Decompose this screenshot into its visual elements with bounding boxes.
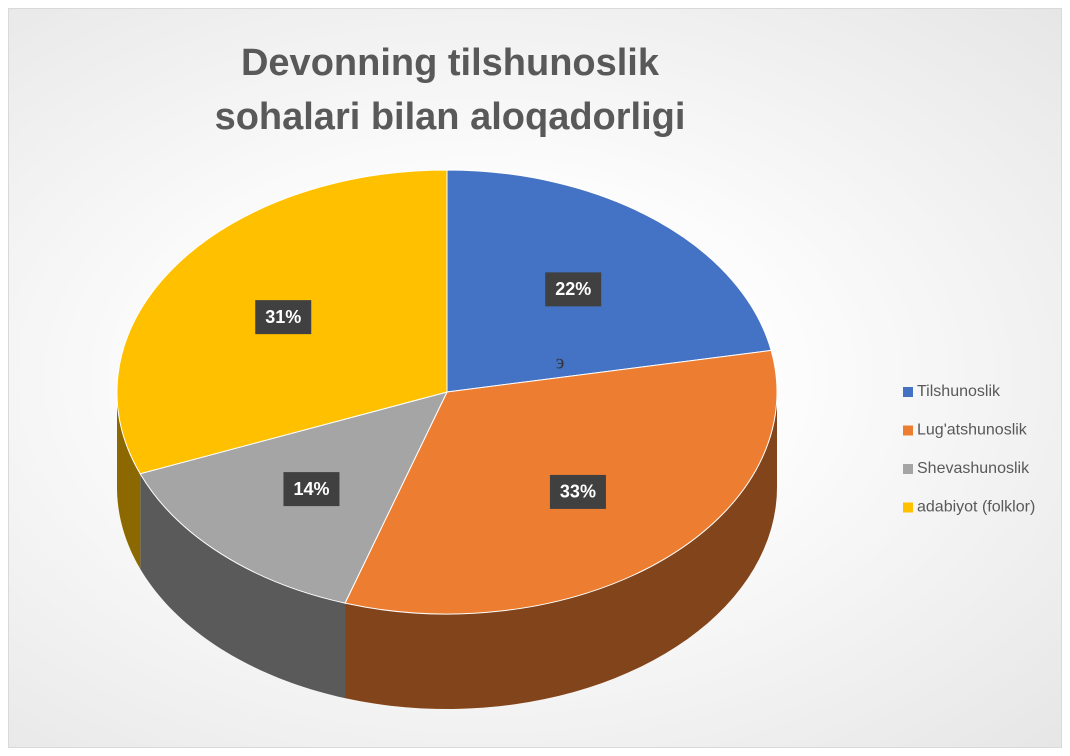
pie-side [345,392,777,709]
legend-label: adabiyot (folklor) [917,499,1035,516]
data-label-box [549,474,606,509]
data-label: 33% [560,482,596,502]
annotation: э [556,352,565,374]
pie-side-shade [345,392,777,709]
pie-side-shade [117,392,141,569]
pie-side [140,473,346,699]
legend-label: Tilshunoslik [917,383,1001,400]
data-label-box [545,272,602,307]
legend-swatch [903,387,913,397]
data-label-box [283,472,340,507]
pie-slice [446,169,772,393]
legend-swatch [903,464,913,474]
data-label: 22% [555,279,591,299]
legend-swatch [903,425,913,436]
chart-title: Devonning tilshunoslik sohalari bilan al… [214,42,686,138]
pie-side [117,392,141,569]
data-label: 14% [293,479,329,499]
data-label-box [255,300,312,335]
legend-swatch [903,502,913,513]
pie-side-shade [140,473,346,699]
data-label: 31% [265,307,301,327]
legend-label: Shevashunoslik [917,460,1030,477]
legend-label: Lug'atshunoslik [917,422,1028,439]
